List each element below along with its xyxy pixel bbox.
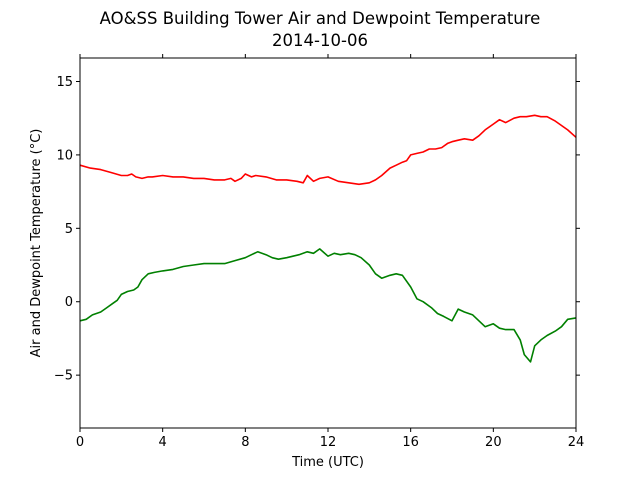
x-tick-label: 0: [76, 435, 84, 450]
x-tick-label: 24: [568, 435, 585, 450]
chart-title: AO&SS Building Tower Air and Dewpoint Te…: [100, 9, 541, 28]
series-line-0: [79, 114, 577, 186]
y-tick-label: 15: [56, 75, 73, 90]
y-tick-label: −5: [54, 369, 73, 384]
plot-frame: [79, 57, 577, 429]
x-tick-label: 8: [241, 435, 249, 450]
y-tick-label: 10: [56, 148, 73, 163]
y-tick-label: 5: [65, 222, 73, 237]
axis-ticks: 0 4 8 12 16 20 24 −5 0 5 10 15: [54, 54, 584, 450]
chart-subtitle: 2014-10-06: [272, 31, 368, 50]
x-tick-label: 16: [402, 435, 419, 450]
plot-lines: [79, 114, 577, 363]
x-axis-label: Time (UTC): [291, 455, 364, 470]
x-tick-label: 20: [485, 435, 502, 450]
y-axis-label: Air and Dewpoint Temperature (°C): [29, 129, 44, 358]
x-tick-label: 12: [320, 435, 337, 450]
series-line-1: [79, 248, 577, 363]
y-tick-label: 0: [65, 295, 73, 310]
x-tick-label: 4: [159, 435, 167, 450]
